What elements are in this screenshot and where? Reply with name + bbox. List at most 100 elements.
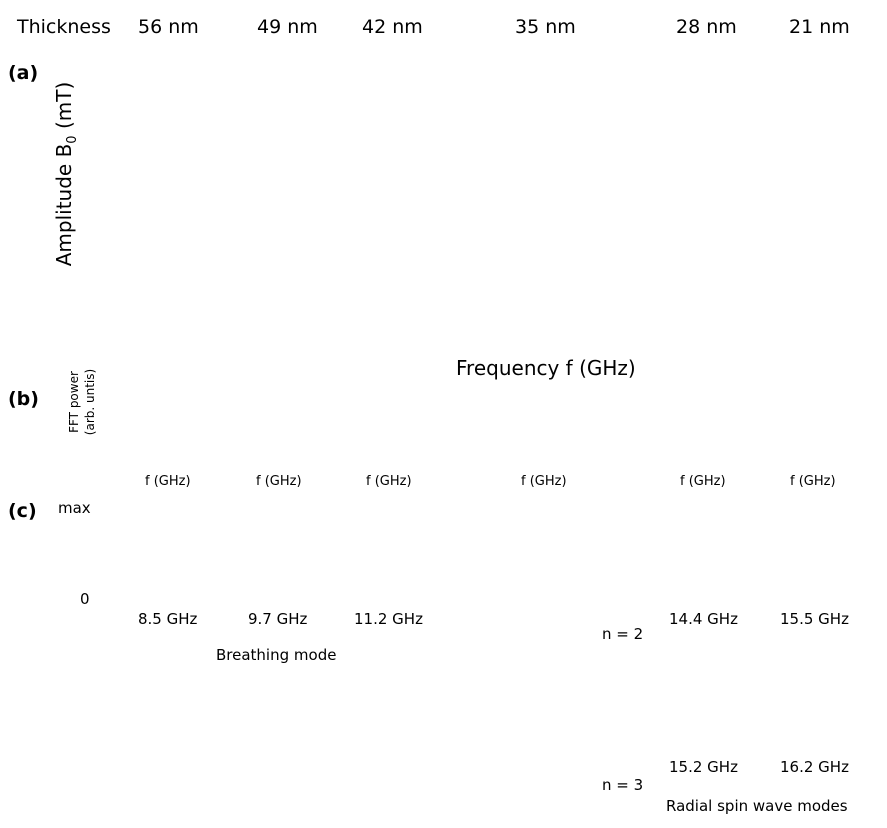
plus-marker <box>194 324 199 329</box>
plus-marker <box>819 244 824 249</box>
mode-freq-11.2: 11.2 GHz <box>354 610 423 628</box>
plus-marker <box>372 204 377 209</box>
plus-marker <box>413 84 418 89</box>
plus-marker <box>348 244 353 249</box>
open-marker <box>534 224 540 229</box>
open-marker <box>275 210 280 216</box>
plus-marker <box>478 71 483 76</box>
plus-marker <box>186 191 190 196</box>
plus-marker <box>283 184 288 189</box>
plus-marker <box>478 111 483 116</box>
open-marker <box>794 144 800 149</box>
plus-marker <box>137 270 142 275</box>
plus-marker <box>819 284 824 289</box>
open-marker <box>827 177 832 182</box>
plus-marker <box>372 191 377 196</box>
open-marker <box>169 144 174 149</box>
plus-marker <box>656 217 661 222</box>
plus-marker <box>778 224 783 229</box>
plus-marker <box>502 71 507 76</box>
plus-marker <box>194 230 199 235</box>
filled-marker <box>826 199 833 206</box>
plus-marker <box>186 284 190 289</box>
plus-marker <box>559 117 564 122</box>
open-marker <box>713 257 718 262</box>
plus-marker <box>210 330 215 335</box>
plus-marker <box>121 217 126 222</box>
open-marker <box>754 97 759 103</box>
plus-marker <box>356 210 361 215</box>
open-marker <box>843 297 848 302</box>
open-marker <box>689 71 694 76</box>
open-marker <box>721 197 726 202</box>
open-marker <box>689 184 694 189</box>
open-marker <box>404 230 410 236</box>
open-marker <box>202 71 207 76</box>
plus-marker <box>551 77 556 82</box>
plus-marker <box>551 210 556 215</box>
plus-marker <box>259 304 264 309</box>
plus-marker <box>218 191 223 196</box>
open-marker <box>632 190 637 196</box>
plus-marker <box>624 131 629 136</box>
plus-marker <box>340 310 345 315</box>
open-marker <box>843 310 848 315</box>
open-marker <box>283 164 288 169</box>
open-marker <box>161 157 166 162</box>
plus-marker <box>250 257 255 262</box>
plus-marker <box>486 84 491 89</box>
open-marker <box>421 270 426 276</box>
open-marker <box>802 310 808 315</box>
plus-marker <box>713 310 718 315</box>
open-marker <box>729 204 735 209</box>
plus-marker <box>453 244 458 249</box>
plus-marker <box>632 137 637 142</box>
plus-marker <box>827 64 832 69</box>
plus-marker <box>226 131 231 136</box>
plus-marker <box>177 171 182 176</box>
open-marker <box>429 277 434 282</box>
plus-marker <box>843 270 848 275</box>
plus-marker <box>380 64 385 69</box>
fft-xlabel-2: f (GHz) <box>256 474 302 489</box>
plus-marker <box>721 284 726 289</box>
plus-marker <box>324 111 328 116</box>
plus-marker <box>681 210 686 215</box>
open-marker <box>843 104 848 109</box>
plus-marker <box>600 224 604 229</box>
plus-marker <box>186 277 190 282</box>
open-marker <box>794 190 800 196</box>
open-marker <box>210 157 215 162</box>
plus-marker <box>218 177 223 182</box>
plus-marker <box>177 177 182 182</box>
plus-marker <box>291 91 296 96</box>
open-marker <box>542 310 548 315</box>
plus-marker <box>494 177 499 182</box>
open-marker <box>680 197 686 202</box>
plus-marker <box>575 330 580 335</box>
plus-marker <box>388 277 393 282</box>
plus-marker <box>169 191 174 196</box>
plus-marker <box>526 270 531 275</box>
colorbar-max-label: max <box>58 499 91 517</box>
y-tick-label: 20 <box>92 320 111 338</box>
phase-ylabel-main: Amplitude B <box>52 143 76 267</box>
plus-marker <box>121 171 126 176</box>
plus-marker <box>583 290 588 295</box>
open-marker <box>445 190 450 196</box>
plus-marker <box>226 184 231 189</box>
open-marker <box>348 250 353 256</box>
plus-marker <box>429 290 434 295</box>
open-marker <box>356 137 361 143</box>
fft-ylabel-l1: FFT power <box>67 371 81 433</box>
plus-marker <box>259 290 264 295</box>
open-marker <box>818 184 824 189</box>
thickness-header-label: Thickness <box>17 16 111 38</box>
open-marker <box>421 204 426 209</box>
open-marker <box>656 97 662 103</box>
open-marker <box>567 283 572 289</box>
plus-marker <box>689 310 694 315</box>
plus-marker <box>632 151 637 156</box>
plus-marker <box>283 310 288 315</box>
plus-marker <box>583 77 588 82</box>
